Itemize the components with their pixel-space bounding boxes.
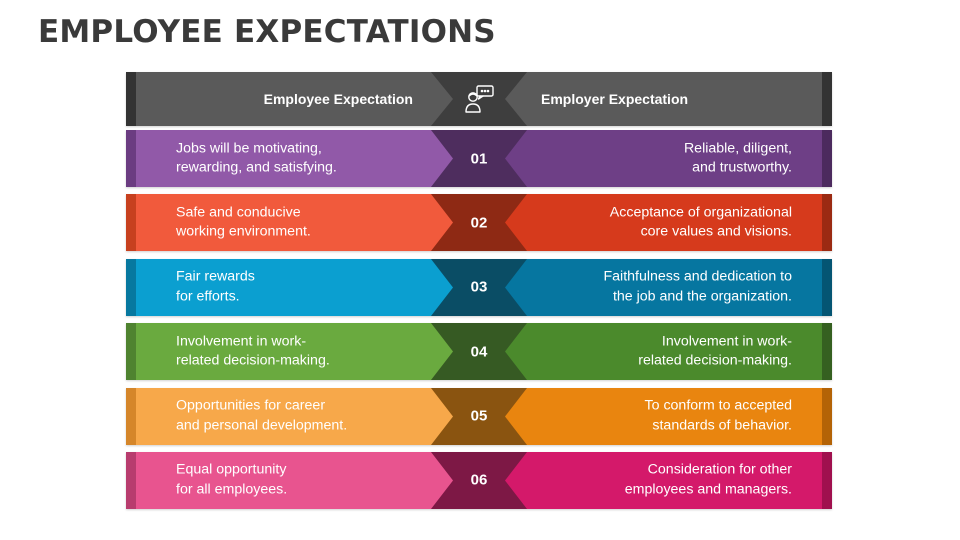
table-header-row: Employee Expectation Employer Expectatio… <box>126 72 832 126</box>
text-line: and personal development. <box>176 417 348 434</box>
text-line: related decision-making. <box>176 352 330 369</box>
expectation-row: Equal opportunity for all employees. Con… <box>126 451 832 509</box>
panel-edge <box>126 387 136 445</box>
employee-expectation-text: Equal opportunity for all employees. <box>176 461 426 500</box>
row-number: 03 <box>470 278 488 296</box>
text-line: related decision-making. <box>638 352 792 369</box>
page-title: EMPLOYEE EXPECTATIONS <box>38 14 496 50</box>
employer-expectation-text: Faithfulness and dedication to the job a… <box>532 268 792 307</box>
panel-edge <box>126 194 136 252</box>
employer-panel <box>479 451 832 509</box>
text-line: Reliable, diligent, <box>683 140 792 156</box>
panel-edge <box>126 130 136 187</box>
expectation-row: Fair rewards for efforts. Faithfulness a… <box>126 258 832 316</box>
employer-expectation-text: Reliable, diligent, and trustworthy. <box>532 139 792 178</box>
employee-expectation-text: Opportunities for career and personal de… <box>176 397 426 436</box>
panel-edge <box>126 323 136 381</box>
text-line: rewarding, and satisfying. <box>176 159 337 176</box>
panel-edge <box>822 258 832 316</box>
employee-expectation-text: Safe and conducive working environment. <box>176 203 426 242</box>
header-left-panel <box>126 72 479 126</box>
expectation-row: Jobs will be motivating, rewarding, and … <box>126 130 832 187</box>
employer-expectation-text: Consideration for other employees and ma… <box>532 461 792 500</box>
employee-panel <box>126 451 479 509</box>
employee-panel <box>126 130 479 187</box>
text-line: employees and managers. <box>624 481 792 498</box>
employee-panel <box>126 194 479 252</box>
employer-expectation-header: Employer Expectation <box>541 91 689 107</box>
text-line: Consideration for other <box>647 461 792 478</box>
text-line: Involvement in work- <box>176 333 307 350</box>
text-line: Opportunities for career <box>176 397 326 414</box>
employer-panel <box>479 194 832 252</box>
text-line: Fair rewards <box>176 268 255 285</box>
employee-expectation-text: Jobs will be motivating, rewarding, and … <box>176 139 426 178</box>
panel-edge <box>822 387 832 445</box>
panel-edge <box>822 451 832 509</box>
text-line: Safe and conducive <box>176 204 301 221</box>
text-line: and trustworthy. <box>692 159 792 176</box>
text-line: Faithfulness and dedication to <box>603 268 792 285</box>
text-line: Equal opportunity <box>176 461 287 478</box>
employer-expectation-text: To conform to accepted standards of beha… <box>532 397 792 436</box>
employer-expectation-text: Involvement in work- related decision-ma… <box>532 332 792 371</box>
header-right-panel <box>479 72 832 126</box>
employee-panel <box>126 387 479 445</box>
row-number: 01 <box>470 150 488 167</box>
employer-expectation-text: Acceptance of organizational core values… <box>532 203 792 242</box>
expectation-row: Opportunities for career and personal de… <box>126 387 832 445</box>
expectation-row: Safe and conducive working environment. … <box>126 194 832 252</box>
text-line: for all employees. <box>176 481 288 498</box>
text-line: for efforts. <box>176 288 240 305</box>
employee-expectation-text: Fair rewards for efforts. <box>176 268 426 307</box>
employer-panel <box>479 387 832 445</box>
employer-panel <box>479 130 832 187</box>
panel-edge <box>822 194 832 252</box>
text-line: working environment. <box>176 223 311 240</box>
employee-panel <box>126 323 479 381</box>
person-chat-icon <box>463 83 495 115</box>
row-number: 02 <box>470 214 488 232</box>
text-line: standards of behavior. <box>652 417 792 434</box>
employee-expectation-text: Involvement in work- related decision-ma… <box>176 332 426 371</box>
employee-panel <box>126 258 479 316</box>
text-line: Jobs will be motivating, <box>176 140 322 156</box>
row-number: 05 <box>470 407 488 425</box>
text-line: Involvement in work- <box>661 333 792 350</box>
employee-expectation-header: Employee Expectation <box>263 91 413 107</box>
panel-edge <box>822 130 832 187</box>
header-left-edge <box>126 72 136 126</box>
row-number: 06 <box>470 471 488 489</box>
text-line: the job and the organization. <box>612 288 792 305</box>
text-line: Acceptance of organizational <box>609 204 792 221</box>
text-line: core values and visions. <box>640 223 792 240</box>
employer-panel <box>479 258 832 316</box>
text-line: To conform to accepted <box>644 397 792 414</box>
header-right-edge <box>822 72 832 126</box>
panel-edge <box>822 323 832 381</box>
expectation-row: Involvement in work- related decision-ma… <box>126 323 832 381</box>
panel-edge <box>126 258 136 316</box>
employer-panel <box>479 323 832 381</box>
panel-edge <box>126 451 136 509</box>
row-number: 04 <box>470 343 488 361</box>
expectations-table: Employee Expectation Employer Expectatio… <box>126 72 832 516</box>
